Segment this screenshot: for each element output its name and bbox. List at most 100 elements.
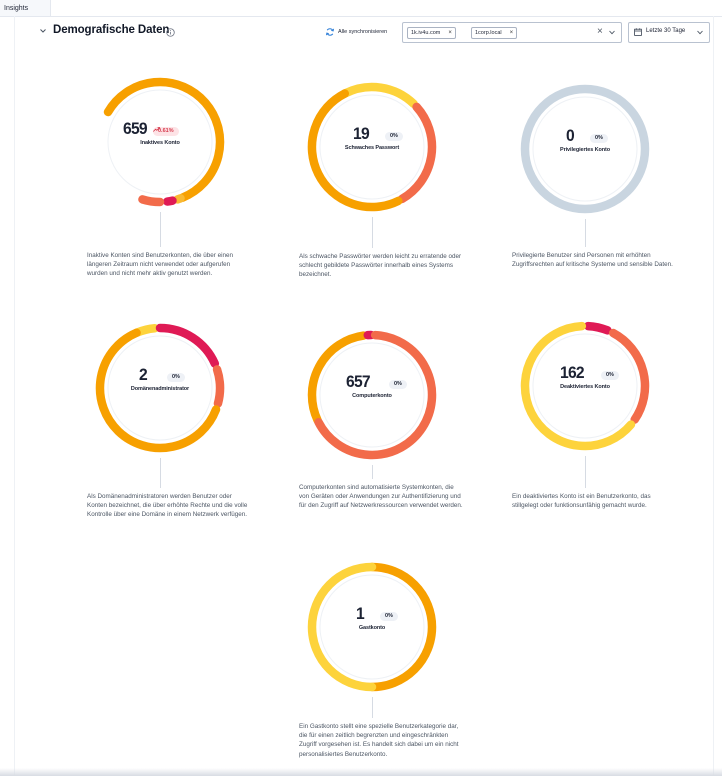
donut-segment[interactable] xyxy=(95,328,221,453)
connector-line xyxy=(372,217,373,248)
donut-center: 0 0% Privilegiertes Konto xyxy=(515,79,655,219)
domain-filter-select[interactable]: 1k.iv4u.com × 1corp.local × × xyxy=(402,22,622,43)
collapse-chevron-icon[interactable] xyxy=(39,27,47,35)
donut-inner-ring xyxy=(319,94,425,200)
donut-ring xyxy=(520,321,650,451)
donut-center: 2 0% Domänenadministrator xyxy=(90,318,230,458)
window-topbar: Insights xyxy=(0,0,722,17)
left-divider xyxy=(14,16,15,776)
donut-segment[interactable] xyxy=(103,77,225,202)
percent-change-value: 0% xyxy=(172,374,180,380)
percent-change-badge: 0% xyxy=(389,380,407,389)
connector-line xyxy=(160,458,161,488)
metric-label: Domänenadministrator xyxy=(130,386,190,392)
donut-ring xyxy=(520,84,650,214)
donut-segment[interactable] xyxy=(163,196,177,206)
donut-inner-ring xyxy=(319,574,425,680)
donut-segment[interactable] xyxy=(520,321,636,451)
remove-chip-icon[interactable]: × xyxy=(448,30,452,36)
donut-center: 659 0.61% Inaktives Konto xyxy=(90,72,230,212)
percent-change-value: 0% xyxy=(606,372,614,378)
donut-inner-ring xyxy=(107,335,213,441)
metric-label: Inaktives Konto xyxy=(140,140,180,146)
donut-segment[interactable] xyxy=(520,84,650,214)
donut-segment[interactable] xyxy=(367,562,437,692)
donut-segment[interactable] xyxy=(340,82,418,109)
donut-ring xyxy=(307,562,437,692)
donut-inner-ring xyxy=(532,333,638,439)
metric-value: 162 xyxy=(560,363,585,382)
donut-ring xyxy=(307,330,437,460)
info-icon[interactable] xyxy=(166,28,175,37)
donut-segment[interactable] xyxy=(608,328,650,424)
donut-center: 1 0% Gastkonto xyxy=(302,557,442,697)
percent-change-badge: 0.61% xyxy=(153,127,179,136)
tab-insights[interactable]: Insights xyxy=(0,0,51,16)
chevron-down-icon xyxy=(697,30,703,35)
clear-filter-icon[interactable]: × xyxy=(597,26,603,37)
metric-description: Computerkonten sind automatisierte Syste… xyxy=(299,484,463,510)
date-range-select[interactable]: Letzte 30 Tage xyxy=(628,22,710,43)
donut-chart[interactable]: 19 0% Schwaches Passwort xyxy=(302,77,442,217)
donut-segment[interactable] xyxy=(307,562,377,692)
filter-chip[interactable]: 1k.iv4u.com × xyxy=(407,27,456,39)
metric-value: 2 xyxy=(139,365,148,384)
sync-icon xyxy=(325,27,335,36)
sync-all-button[interactable]: Alle synchronisieren xyxy=(325,25,387,38)
donut-inner-ring xyxy=(107,89,213,195)
donut-segment[interactable] xyxy=(155,323,220,368)
percent-change-badge: 0% xyxy=(590,134,608,143)
donut-segment[interactable] xyxy=(397,102,437,204)
section-title: Demografische Daten xyxy=(53,24,170,36)
chevron-down-icon[interactable] xyxy=(609,30,615,35)
remove-chip-icon[interactable]: × xyxy=(509,30,514,36)
calendar-icon xyxy=(634,28,642,36)
sync-all-label: Alle synchronisieren xyxy=(338,28,388,35)
donut-segment[interactable] xyxy=(212,365,225,408)
donut-segment[interactable] xyxy=(307,89,403,212)
donut-chart[interactable]: 657 0% Computerkonto xyxy=(302,325,442,465)
metric-description: Als Domänenadministratoren werden Benutz… xyxy=(87,493,248,519)
percent-change-value: 0% xyxy=(595,135,603,141)
percent-change-value: 0% xyxy=(385,613,393,619)
percent-change-value: 0.61% xyxy=(158,128,174,134)
donut-inner-ring xyxy=(319,342,425,448)
metric-value: 0 xyxy=(566,126,575,145)
metric-label: Deaktiviertes Konto xyxy=(560,384,610,390)
donut-ring xyxy=(307,82,437,212)
metric-label: Computerkonto xyxy=(352,393,392,399)
donut-ring xyxy=(103,77,225,207)
metric-description: Als schwache Passwörter werden leicht zu… xyxy=(299,253,462,279)
metric-label: Schwaches Passwort xyxy=(344,145,400,151)
metric-description: Ein Gastkonto stellt eine spezielle Benu… xyxy=(299,723,459,758)
bottom-edge xyxy=(0,768,722,776)
donut-segment[interactable] xyxy=(583,321,612,335)
connector-line xyxy=(372,697,373,718)
donut-inner-ring xyxy=(532,96,638,202)
connector-line xyxy=(160,212,161,247)
donut-ring xyxy=(95,323,225,453)
donut-chart[interactable]: 1 0% Gastkonto xyxy=(302,557,442,697)
donut-segment[interactable] xyxy=(173,194,185,204)
metric-label: Gastkonto xyxy=(358,625,386,631)
metric-value: 1 xyxy=(356,604,365,623)
donut-chart[interactable]: 659 0.61% Inaktives Konto xyxy=(90,72,230,212)
donut-chart[interactable]: 162 0% Deaktiviertes Konto xyxy=(515,316,655,456)
donut-segment[interactable] xyxy=(314,330,437,460)
connector-line xyxy=(585,456,586,488)
donut-center: 19 0% Schwaches Passwort xyxy=(302,77,442,217)
percent-change-badge: 0% xyxy=(385,132,403,141)
metric-value: 659 xyxy=(123,119,148,138)
donut-segment[interactable] xyxy=(307,331,368,425)
donut-chart[interactable]: 2 0% Domänenadministrator xyxy=(90,318,230,458)
filter-chip[interactable]: 1corp.local × xyxy=(471,27,518,39)
metric-value: 19 xyxy=(353,124,370,143)
donut-center: 657 0% Computerkonto xyxy=(302,325,442,465)
percent-change-badge: 0% xyxy=(601,371,619,380)
date-range-label: Letzte 30 Tage xyxy=(646,28,686,34)
metric-label: Privilegiertes Konto xyxy=(560,147,610,153)
donut-center: 162 0% Deaktiviertes Konto xyxy=(515,316,655,456)
trend-up-icon xyxy=(153,127,160,132)
donut-segment[interactable] xyxy=(138,195,165,207)
donut-chart[interactable]: 0 0% Privilegiertes Konto xyxy=(515,79,655,219)
